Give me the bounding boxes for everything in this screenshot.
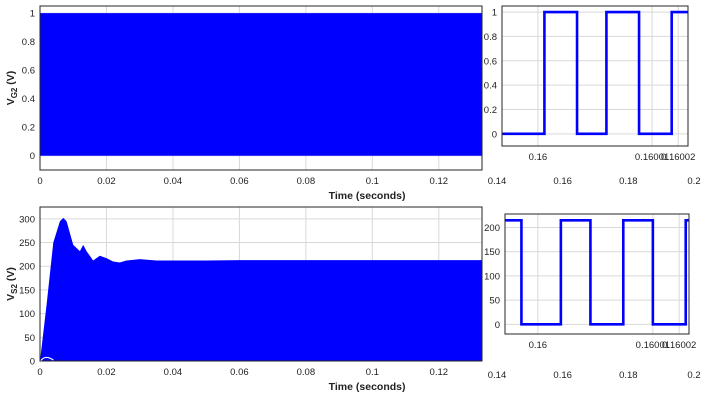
shared-x-axis-bottom-xtick-label: 0.18	[619, 370, 638, 381]
vs2-zoom-axes-box	[504, 213, 690, 335]
vs2-zoom-ytick-label: 150	[484, 247, 500, 258]
vs2-main-xtick-label: 0.04	[164, 367, 183, 378]
vs2-start-transient	[40, 356, 54, 362]
vs2-main-xtick-label: 0.08	[297, 367, 316, 378]
vs2-main-ylabel-symbol: V	[5, 294, 17, 301]
vs2-zoom-waveform	[505, 218, 689, 326]
vg2-main-ylabel-subscript: G2	[10, 87, 19, 98]
vs2-zoom-ytick-label: 100	[484, 271, 500, 282]
vs2-main-xtick-label: 0.06	[230, 367, 249, 378]
vs2-zoom-ytick-label: 200	[484, 223, 500, 234]
vg2-main-ytick-label: 0.2	[22, 123, 35, 134]
vg2-main-xtick-label: 0.02	[97, 176, 116, 187]
vg2-zoom-ytick-label: 1	[492, 8, 497, 19]
vs2-zoom-ytick-label: 50	[489, 296, 500, 307]
vs2-main-axes-box	[39, 206, 483, 362]
vs2-main-xlabel: Time (seconds)	[329, 381, 406, 393]
vg2-zoom-waveform	[502, 10, 688, 136]
vg2-main-ytick-label: 0.6	[22, 66, 35, 77]
vg2-zoom-ytick-label: 0.4	[484, 81, 497, 92]
vg2-main-ytick-label: 0	[30, 151, 35, 162]
vs2-main-xtick-label: 0.1	[366, 367, 379, 378]
vg2-zoom-xtick-label: 0.16	[529, 152, 548, 163]
vg2-zoom-xtick-label: 0.16002	[661, 152, 695, 163]
vs2-zoom-ytick-label: 0	[495, 320, 500, 331]
vg2-main-xtick-label: 0.04	[164, 176, 183, 187]
vs2-main-ytick-label: 0	[30, 357, 35, 368]
vg2-main-xtick-label: 0.12	[430, 176, 449, 187]
vs2-main-ytick-label: 250	[19, 238, 35, 249]
vg2-main-xtick-label: 0.1	[366, 176, 379, 187]
shared-x-axis-bottom: 0.14 0.16 0.18 0.2	[488, 370, 701, 381]
vg2-main-ytick-label: 0.4	[22, 94, 35, 105]
vg2-main-axes-box	[39, 5, 483, 171]
vs2-main-ytick-label: 300	[19, 214, 35, 225]
shared-x-axis-top-xtick-label: 0.14	[488, 176, 507, 187]
vg2-main-ytick-label: 1	[30, 9, 35, 20]
vg2-zoom-plot-area	[502, 6, 688, 146]
vg2-main-panel: 0 0.2 0.4 0.6 0.8 1 0 0.02 0.04 0.06 0.08 0.1 0.12 VG…	[5, 5, 483, 202]
vs2-main-xtick-label: 0.12	[430, 367, 449, 378]
shared-x-axis-top-xtick-label: 0.16	[553, 176, 572, 187]
vg2-zoom-ytick-label: 0.2	[484, 105, 497, 116]
vs2-zoom-plot-area	[505, 214, 689, 334]
vs2-zoom-xtick-label: 0.16	[529, 340, 548, 351]
vs2-main-panel: 0 50 100 150 200 250 300 0 0.02 0.04 0.06 0.08 0.1 0.…	[5, 206, 483, 393]
vs2-main-ytick-label: 200	[19, 262, 35, 273]
vg2-zoom-axes-box	[501, 5, 689, 147]
vs2-main-ytick-label: 100	[19, 309, 35, 320]
shared-x-axis-top-xtick-label: 0.18	[619, 176, 638, 187]
vs2-main-xtick-label: 0.02	[97, 367, 116, 378]
vg2-signal-band	[40, 13, 482, 156]
vs2-main-ylabel: VS2 (V)	[5, 267, 19, 301]
vg2-main-xtick-label: 0.08	[297, 176, 316, 187]
vg2-main-ylabel: VG2 (V)	[5, 71, 19, 106]
vg2-main-ytick-label: 0.8	[22, 37, 35, 48]
vg2-zoom-xtick-label: 0.16001	[635, 152, 669, 163]
vg2-zoom-ytick-label: 0.8	[484, 32, 497, 43]
shared-x-axis-bottom-xtick-label: 0.2	[687, 370, 700, 381]
shared-x-axis-top-xtick-label: 0.2	[687, 176, 700, 187]
vs2-main-ytick-label: 150	[19, 285, 35, 296]
vs2-signal-band	[40, 217, 482, 361]
vs2-main-ylabel-unit: (V)	[5, 267, 17, 284]
vg2-main-xtick-label: 0.06	[230, 176, 249, 187]
vg2-zoom-ytick-label: 0.6	[484, 56, 497, 67]
vg2-main-ylabel-unit: (V)	[5, 71, 17, 88]
vg2-main-xlabel: Time (seconds)	[329, 190, 406, 202]
shared-x-axis-top: 0.14 0.16 0.18 0.2	[488, 176, 701, 187]
vs2-zoom-xtick-label: 0.16002	[662, 340, 696, 351]
vs2-main-xtick-label: 0	[37, 367, 42, 378]
vs2-main-ytick-label: 50	[24, 333, 35, 344]
vg2-main-xtick-label: 0	[37, 176, 42, 187]
shared-x-axis-bottom-xtick-label: 0.14	[488, 370, 507, 381]
vg2-zoom-ytick-label: 0	[492, 129, 497, 140]
shared-x-axis-bottom-xtick-label: 0.16	[553, 370, 572, 381]
vs2-zoom-xtick-label: 0.16001	[636, 340, 670, 351]
vs2-main-ylabel-subscript: S2	[10, 284, 19, 294]
vg2-main-ylabel-symbol: V	[5, 98, 17, 105]
